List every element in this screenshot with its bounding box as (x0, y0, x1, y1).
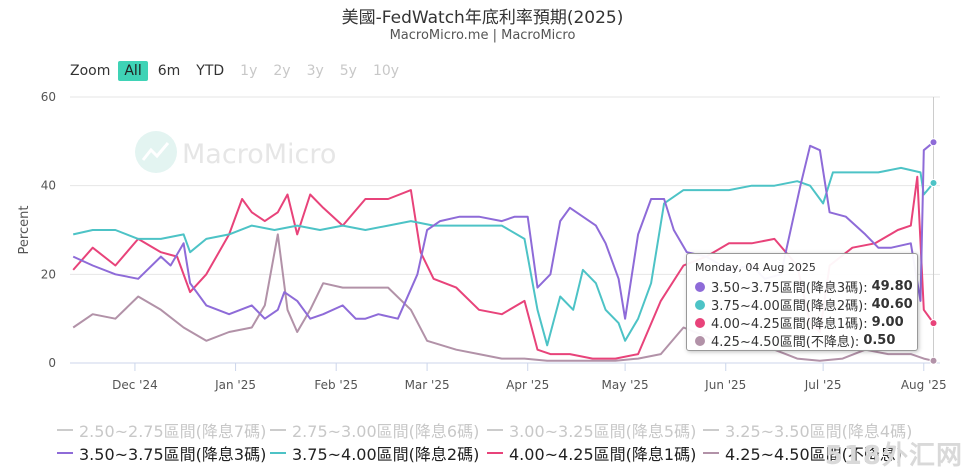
tooltip-value: 40.60 (871, 297, 913, 312)
hover-point-0 (929, 138, 938, 147)
tooltip-dot-icon (695, 317, 705, 328)
legend-swatch (57, 429, 73, 431)
tooltip-row: 3.75~4.00區間(降息2碼): 40.60 (695, 296, 917, 314)
legend-swatch (703, 452, 719, 454)
tooltip-row: 3.50~3.75區間(降息3碼): 49.80 (695, 278, 917, 296)
watermark-text: MacroMicro (182, 139, 336, 170)
range-1y-button[interactable]: 1y (240, 63, 258, 79)
range-all-button[interactable]: All (118, 61, 148, 81)
tooltip-label: 3.75~4.00區間(降息2碼): (711, 299, 868, 314)
x-tick-label: Mar '25 (405, 378, 450, 392)
range-5y-button[interactable]: 5y (339, 63, 357, 79)
hover-tooltip: Monday, 04 Aug 2025 3.50~3.75區間(降息3碼): 4… (686, 253, 918, 351)
legend-item-2-cut[interactable]: 3.75~4.00區間(降息2碼) (270, 441, 479, 465)
tooltip-label: 4.00~4.25區間(降息1碼): (711, 317, 868, 332)
watermark: MacroMicro (135, 131, 336, 173)
tooltip-dot-icon (695, 281, 705, 292)
watermark-logo-icon (135, 131, 177, 173)
tooltip-value: 49.80 (871, 279, 913, 294)
legend-item-hidden-4[interactable]: 3.25~3.50區間(降息4碼) (703, 418, 912, 442)
watermark-logo-mark (141, 142, 170, 161)
series-line-1[interactable] (72, 166, 935, 347)
legend-swatch (487, 429, 503, 431)
legend-label: 4.00~4.25區間(降息1碼) (509, 445, 697, 464)
x-tick-label: Dec '24 (112, 378, 158, 392)
y-tick-label: 20 (41, 267, 56, 281)
range-6m-button[interactable]: 6m (157, 63, 181, 79)
range-2y-button[interactable]: 2y (273, 63, 291, 79)
y-axis: 0 20 40 60 (41, 90, 56, 370)
tooltip-row: 4.00~4.25區間(降息1碼): 9.00 (695, 314, 917, 332)
legend-item-hidden-2[interactable]: 2.75~3.00區間(降息6碼) (270, 418, 479, 442)
legend-label: 2.75~3.00區間(降息6碼) (292, 422, 480, 441)
legend-swatch (487, 452, 503, 454)
zoom-label: Zoom (70, 63, 111, 79)
x-tick-label: Jan '25 (214, 378, 256, 392)
legend-item-no-cut[interactable]: 4.25~4.50區間(不降息) (703, 441, 902, 465)
legend-item-3-cut[interactable]: 3.50~3.75區間(降息3碼) (57, 441, 266, 465)
legend-swatch (270, 429, 286, 431)
x-tick-label: Jun '25 (704, 378, 746, 392)
hover-point-3 (929, 356, 938, 365)
x-tick-label: May '25 (602, 378, 649, 392)
hover-markers (929, 138, 938, 365)
hover-point-2 (929, 319, 938, 328)
y-axis-title: Percent (17, 206, 32, 255)
legend-label: 4.25~4.50區間(不降息) (725, 445, 903, 464)
corner-watermark: 518外汇网 (824, 441, 963, 471)
legend-swatch (270, 452, 286, 454)
x-axis: Dec '24 Jan '25 Feb '25 Mar '25 Apr '25 May '… (70, 362, 947, 392)
hover-point-1 (929, 179, 938, 188)
range-3y-button[interactable]: 3y (306, 63, 324, 79)
tooltip-dot-icon (695, 335, 705, 346)
tooltip-date: Monday, 04 Aug 2025 (695, 261, 816, 274)
tooltip-label: 4.25~4.50區間(不降息): (711, 335, 860, 350)
y-tick-label: 40 (41, 179, 56, 193)
legend-swatch (703, 429, 719, 431)
legend-item-hidden-3[interactable]: 3.00~3.25區間(降息5碼) (487, 418, 696, 442)
range-ytd-button[interactable]: YTD (196, 63, 225, 79)
chart-title: 美國-FedWatch年底利率預期(2025) (341, 8, 624, 28)
legend-label: 3.75~4.00區間(降息2碼) (292, 445, 480, 464)
y-tick-label: 60 (41, 90, 56, 104)
tooltip-label: 3.50~3.75區間(降息3碼): (711, 281, 868, 296)
tooltip-row: 4.25~4.50區間(不降息): 0.50 (695, 332, 917, 350)
legend-label: 3.00~3.25區間(降息5碼) (509, 422, 697, 441)
legend-label: 3.25~3.50區間(降息4碼) (725, 422, 913, 441)
tooltip-value: 0.50 (863, 333, 896, 348)
legend-label: 3.50~3.75區間(降息3碼) (79, 445, 267, 464)
range-10y-button[interactable]: 10y (372, 63, 400, 79)
legend-item-hidden-1[interactable]: 2.50~2.75區間(降息7碼) (57, 418, 266, 442)
tooltip-dot-icon (695, 299, 705, 310)
tooltip-value: 9.00 (871, 315, 904, 330)
legend-swatch (57, 452, 73, 454)
x-tick-label: Apr '25 (506, 378, 549, 392)
y-tick-label: 0 (48, 356, 56, 370)
chart-subtitle: MacroMicro.me | MacroMicro (389, 28, 576, 43)
series-line-0[interactable] (72, 141, 935, 320)
range-selector: Zoom All 6m YTD 1y 2y 3y 5y 10y (70, 61, 409, 81)
x-tick-label: Jul '25 (804, 378, 842, 392)
x-tick-label: Feb '25 (314, 378, 358, 392)
x-tick-label: Aug '25 (901, 378, 947, 392)
series-line-3[interactable] (72, 233, 934, 362)
legend-label: 2.50~2.75區間(降息7碼) (79, 422, 267, 441)
legend-item-1-cut[interactable]: 4.00~4.25區間(降息1碼) (487, 441, 696, 465)
